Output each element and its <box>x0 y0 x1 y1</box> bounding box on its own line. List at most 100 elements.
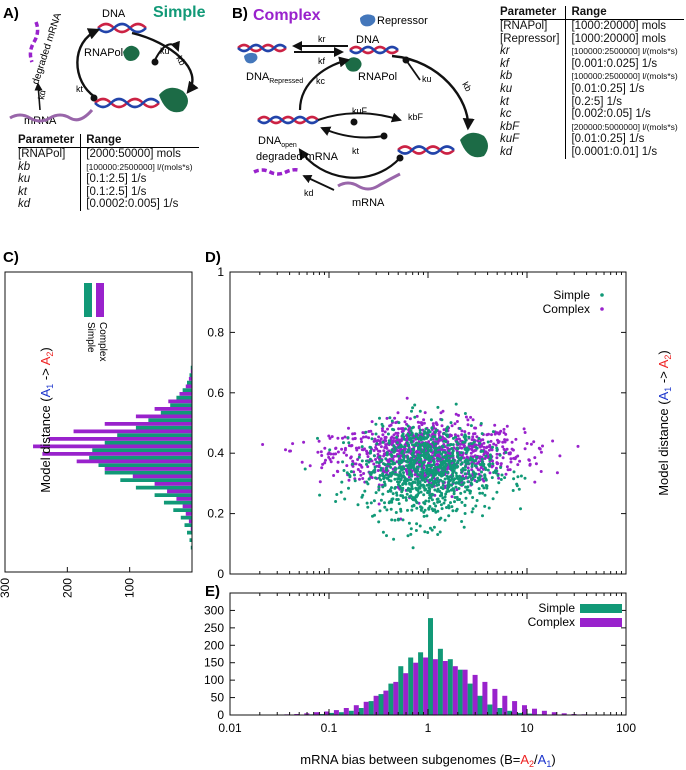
d-point-simple <box>443 468 447 471</box>
table-b-param: kc <box>500 108 512 121</box>
d-point-simple <box>429 418 433 422</box>
d-point-complex <box>460 433 464 437</box>
d-point-simple <box>444 464 448 468</box>
d-point-simple <box>409 490 412 494</box>
table-b-header-param: Parameter <box>500 6 566 20</box>
d-point-complex <box>377 465 381 469</box>
d-point-complex <box>485 445 489 449</box>
d-point-complex <box>431 437 435 441</box>
d-point-complex <box>414 437 418 441</box>
d-point-simple <box>423 502 427 506</box>
d-point-simple <box>397 461 401 465</box>
d-point-complex <box>495 452 499 456</box>
d-point-complex <box>261 443 265 446</box>
table-b-param: kbF <box>500 120 520 133</box>
d-point-simple <box>446 425 450 429</box>
d-point-simple <box>387 441 391 445</box>
d-point-simple <box>419 508 423 512</box>
d-point-simple <box>436 456 439 460</box>
d-point-complex <box>367 436 371 440</box>
d-point-simple <box>346 436 350 440</box>
e-xlabel: mRNA bias between subgenomes (B=A2/A1) <box>300 752 555 769</box>
d-point-complex <box>370 432 374 436</box>
d-point-simple <box>378 455 382 459</box>
d-point-simple <box>381 485 385 489</box>
d-point-simple <box>460 461 464 465</box>
c-bar-complex <box>188 377 192 381</box>
d-point-simple <box>366 482 370 486</box>
d-point-simple <box>443 495 447 499</box>
d-point-complex <box>336 460 340 464</box>
d-point-simple <box>499 466 503 469</box>
e-bar-complex <box>502 695 508 715</box>
d-point-simple <box>347 486 350 490</box>
table-a-row: [RNAPol] [2000:50000] mols <box>18 147 199 161</box>
table-a-range: [0.1:2.5] 1/s <box>80 185 199 199</box>
d-point-simple <box>434 470 438 474</box>
d-point-complex <box>366 465 370 469</box>
dna-icon <box>97 22 147 34</box>
panel-letter-b: B) <box>232 5 248 22</box>
d-point-simple <box>419 490 423 494</box>
d-point-complex <box>427 440 431 444</box>
d-point-simple <box>411 451 415 454</box>
d-point-simple <box>395 493 399 497</box>
c-bar-complex <box>135 414 192 419</box>
d-point-simple <box>404 459 408 463</box>
label-degraded-mrna-b: degraded mRNA <box>256 151 339 163</box>
d-point-complex <box>358 477 361 481</box>
d-point-simple <box>436 509 440 513</box>
d-point-complex <box>405 416 409 420</box>
d-point-simple <box>407 443 411 447</box>
d-point-simple <box>465 488 469 492</box>
param-table-simple: Parameter Range [RNAPol] [2000:50000] mol… <box>18 134 199 211</box>
e-bar-complex <box>541 710 547 715</box>
d-point-simple <box>418 474 422 478</box>
d-point-simple <box>458 427 462 430</box>
c-bar-complex <box>168 399 192 404</box>
d-point-simple <box>397 502 401 506</box>
d-point-simple <box>462 481 466 485</box>
d-point-complex <box>453 433 457 437</box>
label-kb-b: kb <box>460 80 473 93</box>
d-point-simple <box>366 505 370 509</box>
c-xticks: 300 200 100 <box>0 567 137 598</box>
e-xtick-label: 0.01 <box>218 721 242 735</box>
d-point-simple <box>436 465 440 469</box>
d-point-complex <box>506 468 510 472</box>
d-point-simple <box>395 441 399 445</box>
d-point-complex <box>490 433 493 437</box>
d-point-simple <box>463 503 467 507</box>
d-point-complex <box>437 438 441 442</box>
d-point-complex <box>376 439 380 442</box>
d-point-simple <box>417 436 421 440</box>
label-rnapol-b: RNAPol <box>358 71 397 83</box>
d-point-simple <box>454 485 458 489</box>
d-point-simple <box>464 496 468 500</box>
d-point-simple <box>458 498 462 501</box>
e-xtick-label: 100 <box>616 721 636 735</box>
table-a-param: kd <box>18 198 31 211</box>
d-point-simple <box>467 435 471 439</box>
d-point-simple <box>474 445 478 449</box>
d-point-complex <box>464 415 468 419</box>
e-ytick-label: 200 <box>204 638 224 652</box>
d-point-simple <box>459 483 463 487</box>
d-point-simple <box>484 484 488 487</box>
d-point-complex <box>469 415 473 419</box>
d-point-simple <box>422 477 426 481</box>
d-point-simple <box>453 462 457 466</box>
d-point-simple <box>452 459 456 463</box>
d-point-complex <box>400 430 404 434</box>
d-point-complex <box>353 436 357 440</box>
e-bar-simple <box>527 713 532 715</box>
d-point-simple <box>451 436 455 440</box>
table-a-param: kt <box>18 185 27 198</box>
e-bar-simple <box>388 683 394 715</box>
d-point-complex <box>361 477 365 480</box>
d-point-simple <box>390 419 394 423</box>
d-point-complex <box>481 438 485 442</box>
e-bar-simple <box>348 710 354 715</box>
d-point-simple <box>342 469 346 472</box>
e-bar-complex <box>403 673 409 715</box>
